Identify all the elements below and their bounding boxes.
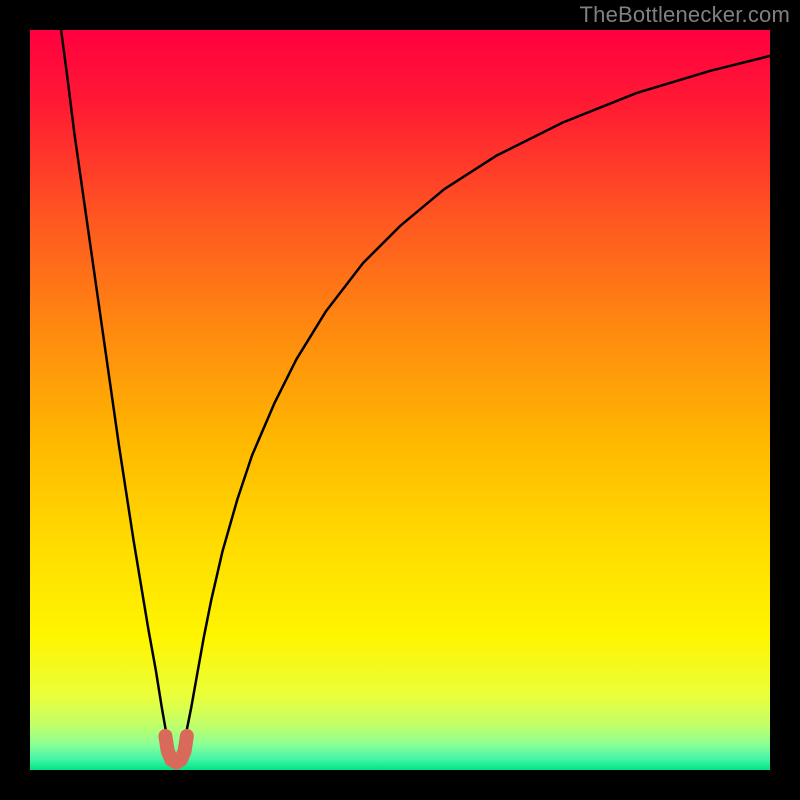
- watermark-text: TheBottlenecker.com: [580, 2, 790, 28]
- gradient-background: [30, 30, 770, 770]
- bottleneck-curve-chart: [0, 0, 800, 800]
- chart-container: TheBottlenecker.com: [0, 0, 800, 800]
